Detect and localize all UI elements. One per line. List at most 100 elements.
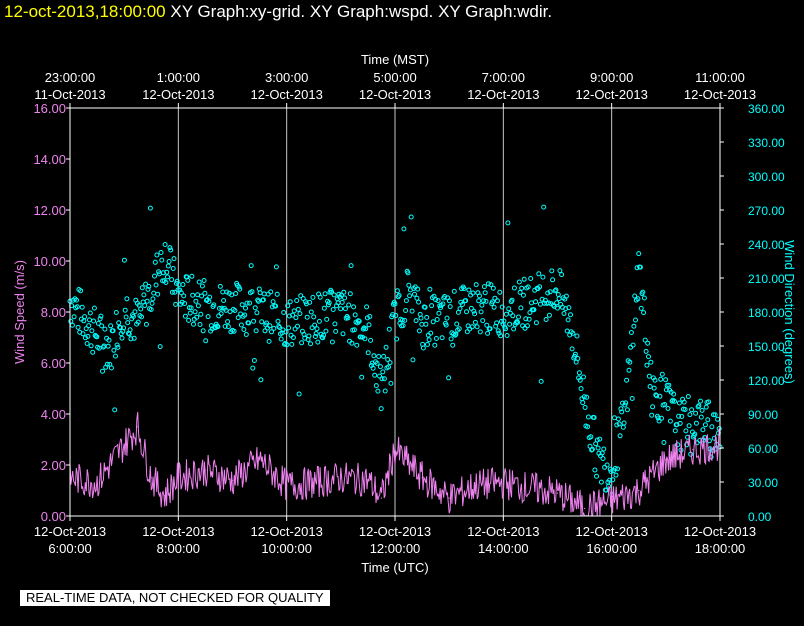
wdir-point (114, 342, 120, 348)
wdir-point (82, 335, 88, 341)
top-tick-time: 3:00:00 (265, 70, 308, 85)
wdir-point (372, 372, 378, 378)
wdir-point (481, 298, 487, 304)
wdir-point (647, 384, 653, 389)
y-right-axis-title: Wind Direction (degrees) (782, 240, 797, 384)
wdir-point (326, 300, 332, 306)
wdir-point (191, 321, 196, 327)
wdir-point (165, 263, 171, 269)
wdir-point (409, 308, 415, 314)
wdir-point (277, 325, 283, 330)
wdir-point (74, 297, 79, 303)
wdir-point (336, 291, 342, 297)
wdir-point (511, 326, 517, 332)
wdir-point (106, 337, 112, 343)
wdir-point (359, 374, 365, 380)
wdir-point (650, 404, 656, 410)
wdir-point (598, 479, 604, 485)
wdir-point (392, 301, 398, 307)
wdir-point (165, 274, 170, 280)
wdir-point (233, 291, 239, 296)
wdir-point (566, 305, 572, 311)
wdir-point (636, 251, 642, 257)
wdir-point (416, 299, 422, 305)
wdir-point (185, 277, 191, 283)
wdir-point (550, 277, 556, 283)
wdir-point (169, 289, 175, 295)
wdir-point (394, 288, 400, 294)
grid-lines (177, 108, 613, 516)
wspd-point (367, 479, 369, 481)
wdir-point (69, 322, 75, 328)
wspd-point (340, 477, 342, 479)
y-right-tick-label: 30.00 (748, 476, 778, 490)
y-right-tick-label: 300.00 (748, 170, 785, 184)
wdir-point (645, 340, 651, 346)
wdir-point (298, 293, 304, 299)
wdir-point (284, 342, 290, 348)
wdir-point (71, 314, 77, 320)
wdir-point (147, 205, 153, 211)
wdir-point (333, 328, 339, 334)
wdir-point (254, 310, 260, 316)
wdir-point (509, 297, 515, 303)
wdir-point (638, 305, 644, 311)
x-tick-date: 12-Oct-2013 (467, 524, 539, 539)
wdir-point (86, 323, 92, 329)
wdir-point (154, 252, 160, 258)
wdir-point (505, 220, 511, 226)
wdir-point (269, 304, 275, 310)
wdir-point (711, 412, 716, 418)
wdir-point (119, 335, 125, 341)
wdir-point (157, 344, 163, 350)
wdir-point (199, 283, 205, 289)
wdir-point (166, 259, 172, 264)
wspd-point (692, 449, 694, 451)
wdir-point (631, 323, 637, 329)
wdir-point (406, 282, 412, 288)
wdir-point (426, 337, 432, 343)
wdir-point (232, 308, 238, 313)
wdir-point (74, 304, 80, 310)
wdir-point (661, 440, 667, 445)
wspd-point (611, 500, 613, 502)
wdir-point (646, 354, 651, 360)
wdir-point (151, 290, 157, 296)
wdir-point (529, 300, 534, 306)
wdir-point (623, 400, 629, 406)
wdir-point (349, 340, 355, 346)
wdir-point (385, 357, 391, 362)
wdir-point (362, 336, 368, 342)
wdir-point (472, 311, 478, 317)
wdir-point (490, 285, 496, 291)
wdir-point (102, 326, 108, 332)
wdir-point (555, 305, 560, 311)
wdir-point (482, 290, 488, 296)
wdir-point (173, 301, 179, 307)
wdir-point (683, 428, 689, 434)
wdir-point (450, 342, 456, 348)
wdir-point (269, 329, 274, 335)
wdir-point (167, 245, 173, 251)
wspd-point (259, 459, 261, 461)
wdir-point (585, 424, 591, 430)
wdir-point (380, 369, 386, 375)
wdir-point (693, 410, 699, 416)
wdir-point (614, 422, 620, 428)
wspd-point (150, 477, 152, 479)
wdir-point (215, 324, 221, 330)
wdir-point (667, 418, 673, 424)
y-left-tick-label: 0.00 (41, 509, 66, 524)
wdir-point (424, 314, 430, 320)
wdir-point (80, 331, 86, 337)
wdir-point (463, 298, 469, 304)
wdir-point (351, 327, 357, 333)
wdir-point (608, 469, 614, 475)
wdir-point (682, 407, 688, 412)
wspd-point (448, 497, 450, 499)
wdir-point (312, 334, 318, 339)
y-right-tick-label: 150.00 (748, 340, 785, 354)
wdir-point (615, 466, 621, 472)
wspd-point (380, 497, 383, 499)
